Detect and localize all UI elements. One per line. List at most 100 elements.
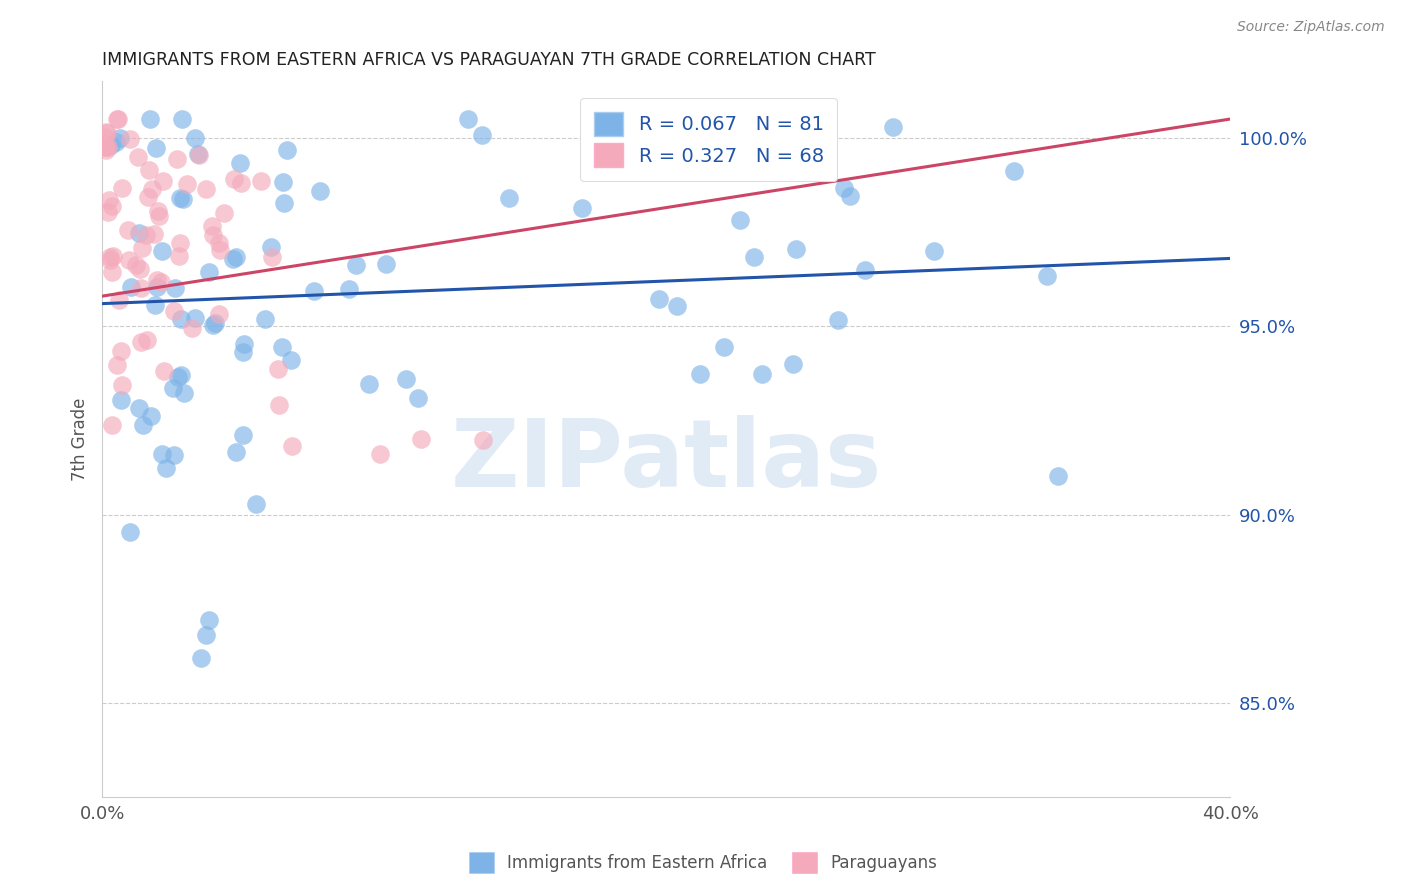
Point — [198, 613, 221, 627]
Point — [202, 318, 225, 332]
Point — [166, 152, 188, 166]
Point — [222, 252, 245, 266]
Point — [169, 311, 191, 326]
Point — [271, 175, 294, 189]
Point — [118, 132, 141, 146]
Point — [827, 313, 849, 327]
Point — [187, 146, 209, 161]
Point — [406, 391, 429, 405]
Point — [105, 112, 128, 126]
Point — [375, 257, 398, 271]
Point — [202, 227, 225, 242]
Point — [170, 112, 193, 126]
Point — [97, 140, 120, 154]
Point — [170, 368, 193, 382]
Point — [131, 281, 153, 295]
Point — [368, 447, 391, 461]
Point — [128, 226, 150, 240]
Point — [194, 628, 217, 642]
Point — [110, 392, 132, 407]
Point — [98, 250, 121, 264]
Point — [280, 353, 302, 368]
Point — [180, 321, 202, 335]
Point — [111, 181, 134, 195]
Point — [201, 219, 224, 233]
Point — [922, 244, 945, 259]
Point — [143, 227, 166, 242]
Point — [728, 212, 751, 227]
Point — [169, 236, 191, 251]
Point — [155, 461, 177, 475]
Point — [141, 409, 163, 423]
Point — [208, 307, 231, 321]
Point — [225, 250, 247, 264]
Point — [222, 172, 245, 186]
Point — [198, 265, 221, 279]
Point — [882, 120, 904, 135]
Point — [98, 193, 121, 207]
Point — [457, 112, 479, 126]
Point — [232, 345, 254, 359]
Point — [359, 377, 381, 392]
Point — [132, 417, 155, 432]
Point — [225, 445, 247, 459]
Point — [742, 250, 765, 264]
Point — [100, 138, 122, 153]
Point — [139, 112, 162, 126]
Point — [273, 196, 295, 211]
Point — [101, 249, 124, 263]
Point — [208, 236, 231, 251]
Point — [97, 205, 120, 219]
Point — [176, 177, 198, 191]
Point — [498, 191, 520, 205]
Point — [713, 340, 735, 354]
Point — [172, 193, 194, 207]
Point — [785, 242, 807, 256]
Point — [337, 282, 360, 296]
Point — [107, 112, 129, 126]
Point — [665, 299, 688, 313]
Point — [110, 378, 132, 392]
Point — [169, 191, 191, 205]
Point — [472, 433, 495, 447]
Point — [259, 240, 281, 254]
Point — [118, 253, 141, 268]
Point — [165, 281, 187, 295]
Point — [100, 199, 122, 213]
Point — [108, 131, 131, 145]
Point — [98, 253, 121, 268]
Point — [689, 367, 711, 381]
Point — [96, 126, 118, 140]
Point — [135, 334, 157, 348]
Point — [409, 432, 432, 446]
Y-axis label: 7th Grade: 7th Grade — [72, 398, 89, 481]
Point — [250, 174, 273, 188]
Point — [131, 241, 153, 255]
Text: IMMIGRANTS FROM EASTERN AFRICA VS PARAGUAYAN 7TH GRADE CORRELATION CHART: IMMIGRANTS FROM EASTERN AFRICA VS PARAGU… — [103, 51, 876, 69]
Point — [148, 210, 170, 224]
Point — [254, 312, 277, 326]
Point — [270, 340, 292, 354]
Point — [118, 524, 141, 539]
Point — [245, 497, 267, 511]
Point — [839, 189, 862, 203]
Text: Source: ZipAtlas.com: Source: ZipAtlas.com — [1237, 20, 1385, 34]
Point — [101, 265, 124, 279]
Point — [471, 128, 494, 142]
Point — [648, 292, 671, 306]
Point — [105, 135, 128, 149]
Point — [167, 249, 190, 263]
Point — [152, 174, 174, 188]
Point — [309, 185, 332, 199]
Point — [120, 280, 142, 294]
Point — [853, 263, 876, 277]
Point — [141, 182, 163, 196]
Point — [105, 359, 128, 373]
Point — [233, 337, 256, 351]
Legend: R = 0.067   N = 81, R = 0.327   N = 68: R = 0.067 N = 81, R = 0.327 N = 68 — [581, 98, 838, 181]
Point — [149, 275, 172, 289]
Point — [150, 447, 173, 461]
Point — [173, 385, 195, 400]
Point — [782, 357, 804, 371]
Point — [143, 298, 166, 312]
